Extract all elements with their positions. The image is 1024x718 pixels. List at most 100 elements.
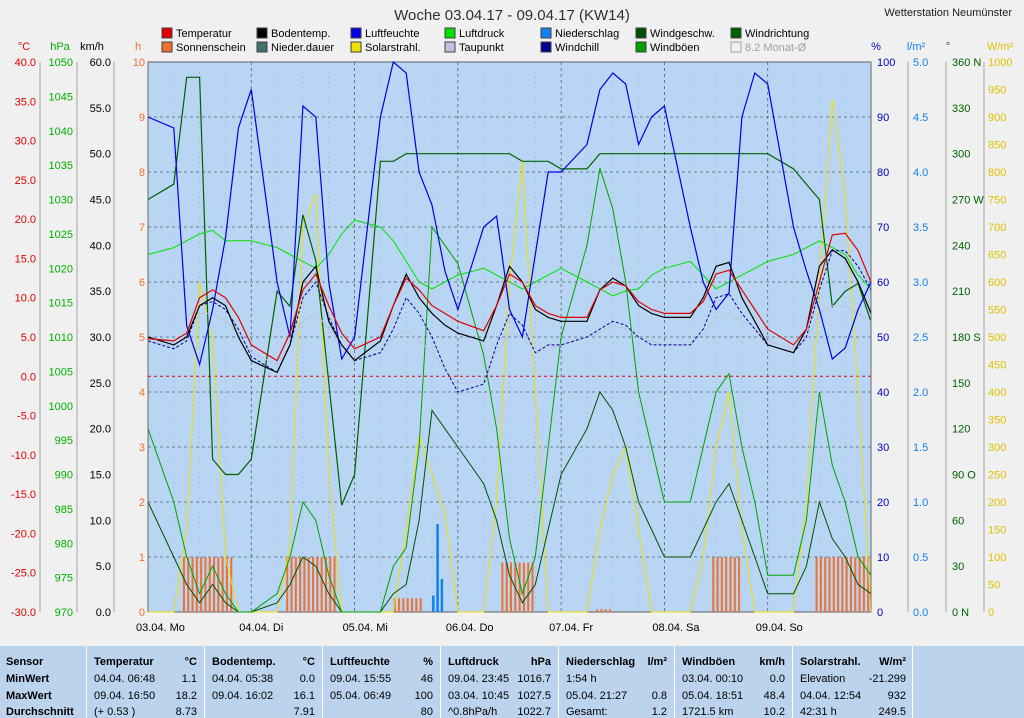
series-line-taupunkt (147, 305, 872, 385)
table-value: 16.1 (293, 690, 315, 702)
axis-tick-label: 400 (988, 387, 1006, 399)
bar-series (182, 524, 870, 612)
axis-tick-label: 1.0 (913, 497, 928, 509)
axis-tick-label: 120 (952, 424, 970, 436)
axis-tick-label: 500 (988, 332, 1006, 344)
axis-tick-label: 150 (988, 525, 1006, 537)
day-label: 03.04. Mo (136, 622, 185, 634)
axis-tick-label: 45.0 (90, 195, 111, 207)
axis-tick-label: 50 (877, 332, 889, 344)
sunshine-bar (230, 557, 233, 612)
axis-tick-label: 950 (988, 85, 1006, 97)
sunshine-bar (294, 557, 297, 612)
table-cell: 1721.5 km (682, 706, 734, 718)
axis-tick-label: 0.0 (21, 371, 36, 383)
axis-tick-label: 180 S (952, 332, 981, 344)
sunshine-bar (837, 557, 840, 612)
legend-swatch (635, 27, 647, 39)
table-cell: Gesamt: (566, 706, 608, 718)
axis-tick-label: 10.0 (90, 515, 111, 527)
axis-tick-label: 0 (988, 607, 994, 619)
sunshine-bar (505, 562, 508, 612)
table-column-separator (204, 646, 205, 718)
table-value: 100 (414, 690, 433, 702)
station-name: Wetterstation Neumünster (884, 7, 1012, 19)
column-header: Luftfeuchte (330, 656, 390, 668)
table-value: 249.5 (878, 706, 906, 718)
sunshine-bar (733, 557, 736, 612)
axis-tick-label: 90 (877, 112, 889, 124)
table-cell: 03.04. 10:45 (448, 690, 510, 702)
sunshine-bar (208, 557, 211, 612)
day-label: 06.04. Do (446, 622, 494, 634)
table-value: 1.2 (651, 706, 667, 718)
axis-tick-label: -25.0 (11, 568, 36, 580)
table-value: 8.73 (175, 706, 197, 718)
table-cell: (+ 0.53 ) (94, 706, 136, 718)
sunshine-bar (217, 557, 220, 612)
column-unit: hPa (530, 656, 551, 668)
sunshine-bar (738, 557, 741, 612)
axis-tick-label: 360 N (952, 57, 981, 69)
legend-label: 8.2 Monat-Ø (745, 42, 807, 54)
line-series (147, 60, 872, 613)
axis-tick-label: 0 (139, 607, 145, 619)
axis-tick-label: 600 (988, 277, 1006, 289)
axis-tick-label: 2.5 (913, 332, 928, 344)
table-column-separator (86, 646, 87, 718)
axis-tick-label: 100 (877, 57, 895, 69)
axis-tick-label: 8 (139, 167, 145, 179)
row-label: MaxWert (6, 690, 52, 702)
table-cell: 05.04. 18:51 (682, 690, 744, 702)
axis-unit: l/m² (907, 41, 926, 53)
axis-tick-label: 1020 (49, 263, 73, 275)
axis-tick-label: 100 (988, 552, 1006, 564)
axis-unit: % (871, 41, 881, 53)
legend-swatch (256, 41, 268, 53)
legend-label: Temperatur (176, 28, 232, 40)
table-cell: 42:31 h (800, 706, 837, 718)
rain-bar (436, 524, 439, 612)
axis-tick-label: 300 (952, 149, 970, 161)
table-cell: 05.04. 06:49 (330, 690, 392, 702)
sunshine-bar (333, 557, 336, 612)
sunshine-bar (329, 557, 332, 612)
table-value: 80 (420, 706, 433, 718)
legend-swatch (350, 27, 362, 39)
sunshine-bar (527, 562, 530, 612)
table-cell: 03.04. 00:10 (682, 673, 744, 685)
sunshine-bar (858, 557, 861, 612)
legend-label: Luftfeuchte (365, 28, 419, 40)
rain-bar (440, 579, 444, 612)
column-unit: °C (302, 656, 315, 668)
sunshine-bar (402, 598, 405, 612)
axis-tick-label: 50.0 (90, 149, 111, 161)
axis-tick-label: 0.5 (913, 552, 928, 564)
day-label: 09.04. So (756, 622, 803, 634)
chart-legend: Temperatur Sonnenschein Bodentemp. Nieder.d… (161, 27, 809, 54)
table-cell: 09.04. 15:55 (330, 673, 392, 685)
axis-tick-label: 30 (952, 561, 964, 573)
axis-tick-label: -20.0 (11, 528, 36, 540)
axis-tick-label: 1 (139, 552, 145, 564)
axis-tick-label: 300 (988, 442, 1006, 454)
table-cell: 04.04. 05:38 (212, 673, 274, 685)
sunshine-bar (307, 557, 310, 612)
column-header: Luftdruck (448, 656, 499, 668)
axis-tick-label: 0.0 (913, 607, 928, 619)
axis-tick-label: 70 (877, 222, 889, 234)
legend-swatch (730, 41, 742, 53)
legend-label: Nieder.dauer (271, 42, 334, 54)
axis-unit: ° (946, 41, 950, 53)
axis-unit: km/h (80, 41, 104, 53)
legend-label: Niederschlag (555, 28, 619, 40)
sunshine-bar (828, 557, 831, 612)
axis-tick-label: 60.0 (90, 57, 111, 69)
axis-tick-label: 5.0 (96, 561, 111, 573)
table-value: 1.1 (181, 673, 197, 685)
sunshine-bar (501, 562, 504, 612)
sunshine-bar (849, 557, 852, 612)
axis-tick-label: 5 (139, 332, 145, 344)
column-header: Solarstrahl. (800, 656, 861, 668)
axis-tick-label: -30.0 (11, 607, 36, 619)
